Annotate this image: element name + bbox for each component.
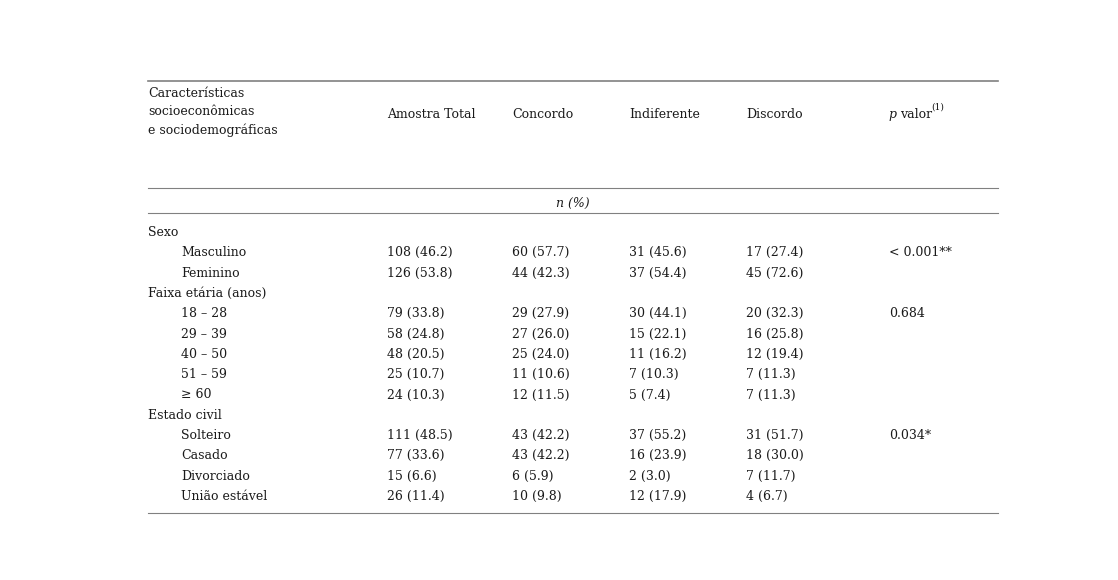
Text: 0.034*: 0.034* <box>889 429 931 442</box>
Text: 11 (16.2): 11 (16.2) <box>629 348 686 361</box>
Text: 51 – 59: 51 – 59 <box>181 368 227 381</box>
Text: 37 (54.4): 37 (54.4) <box>629 267 686 280</box>
Text: 7 (11.3): 7 (11.3) <box>747 368 796 381</box>
Text: 18 (30.0): 18 (30.0) <box>747 450 804 462</box>
Text: 126 (53.8): 126 (53.8) <box>387 267 452 280</box>
Text: 60 (57.7): 60 (57.7) <box>512 246 570 259</box>
Text: 111 (48.5): 111 (48.5) <box>387 429 453 442</box>
Text: Casado: Casado <box>181 450 228 462</box>
Text: 7 (10.3): 7 (10.3) <box>629 368 679 381</box>
Text: Estado civil: Estado civil <box>149 409 222 422</box>
Text: 29 – 39: 29 – 39 <box>181 328 227 340</box>
Text: 27 (26.0): 27 (26.0) <box>512 328 570 340</box>
Text: Indiferente: Indiferente <box>629 107 700 121</box>
Text: 44 (42.3): 44 (42.3) <box>512 267 570 280</box>
Text: Concordo: Concordo <box>512 107 574 121</box>
Text: 16 (25.8): 16 (25.8) <box>747 328 804 340</box>
Text: 40 – 50: 40 – 50 <box>181 348 227 361</box>
Text: 43 (42.2): 43 (42.2) <box>512 429 570 442</box>
Text: 18 – 28: 18 – 28 <box>181 307 227 320</box>
Text: 2 (3.0): 2 (3.0) <box>629 470 671 483</box>
Text: n (%): n (%) <box>556 197 590 210</box>
Text: 58 (24.8): 58 (24.8) <box>387 328 444 340</box>
Text: 108 (46.2): 108 (46.2) <box>387 246 453 259</box>
Text: ≥ 60: ≥ 60 <box>181 389 211 401</box>
Text: Sexo: Sexo <box>149 226 179 239</box>
Text: 7 (11.7): 7 (11.7) <box>747 470 796 483</box>
Text: 20 (32.3): 20 (32.3) <box>747 307 804 320</box>
Text: 6 (5.9): 6 (5.9) <box>512 470 553 483</box>
Text: 12 (19.4): 12 (19.4) <box>747 348 804 361</box>
Text: 43 (42.2): 43 (42.2) <box>512 450 570 462</box>
Text: 12 (17.9): 12 (17.9) <box>629 490 686 503</box>
Text: 25 (10.7): 25 (10.7) <box>387 368 444 381</box>
Text: 0.684: 0.684 <box>889 307 925 320</box>
Text: 7 (11.3): 7 (11.3) <box>747 389 796 401</box>
Text: 77 (33.6): 77 (33.6) <box>387 450 444 462</box>
Text: Discordo: Discordo <box>747 107 803 121</box>
Text: Amostra Total: Amostra Total <box>387 107 475 121</box>
Text: Masculino: Masculino <box>181 246 247 259</box>
Text: Solteiro: Solteiro <box>181 429 231 442</box>
Text: 15 (22.1): 15 (22.1) <box>629 328 686 340</box>
Text: 4 (6.7): 4 (6.7) <box>747 490 788 503</box>
Text: 31 (51.7): 31 (51.7) <box>747 429 804 442</box>
Text: 31 (45.6): 31 (45.6) <box>629 246 686 259</box>
Text: 12 (11.5): 12 (11.5) <box>512 389 570 401</box>
Text: 29 (27.9): 29 (27.9) <box>512 307 569 320</box>
Text: 24 (10.3): 24 (10.3) <box>387 389 444 401</box>
Text: 30 (44.1): 30 (44.1) <box>629 307 688 320</box>
Text: 25 (24.0): 25 (24.0) <box>512 348 570 361</box>
Text: 17 (27.4): 17 (27.4) <box>747 246 804 259</box>
Text: 15 (6.6): 15 (6.6) <box>387 470 436 483</box>
Text: 45 (72.6): 45 (72.6) <box>747 267 804 280</box>
Text: 11 (10.6): 11 (10.6) <box>512 368 570 381</box>
Text: (1): (1) <box>931 102 944 111</box>
Text: Faixa etária (anos): Faixa etária (anos) <box>149 287 267 300</box>
Text: Características
socioeconômicas
e sociodemográficas: Características socioeconômicas e sociod… <box>149 88 278 137</box>
Text: 48 (20.5): 48 (20.5) <box>387 348 444 361</box>
Text: < 0.001**: < 0.001** <box>889 246 953 259</box>
Text: Divorciado: Divorciado <box>181 470 250 483</box>
Text: p: p <box>889 107 901 121</box>
Text: Feminino: Feminino <box>181 267 240 280</box>
Text: 10 (9.8): 10 (9.8) <box>512 490 562 503</box>
Text: 37 (55.2): 37 (55.2) <box>629 429 686 442</box>
Text: 5 (7.4): 5 (7.4) <box>629 389 671 401</box>
Text: 26 (11.4): 26 (11.4) <box>387 490 444 503</box>
Text: União estável: União estável <box>181 490 267 503</box>
Text: valor: valor <box>900 107 931 121</box>
Text: 79 (33.8): 79 (33.8) <box>387 307 444 320</box>
Text: 16 (23.9): 16 (23.9) <box>629 450 686 462</box>
